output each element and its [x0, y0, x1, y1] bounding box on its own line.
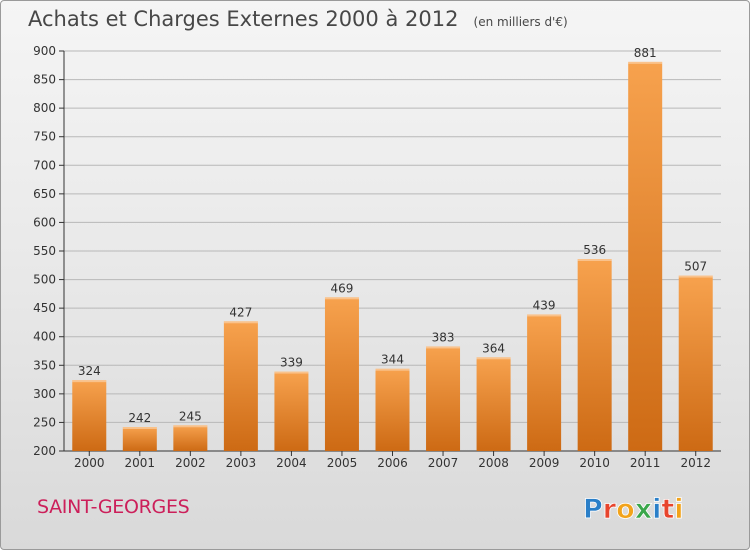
data-label: 324: [78, 364, 101, 378]
bar-highlight: [628, 61, 663, 64]
data-label: 383: [432, 330, 455, 344]
x-tick-label: 2012: [680, 456, 711, 470]
y-tick-label: 850: [33, 73, 56, 87]
y-tick-label: 800: [33, 101, 56, 115]
bar: [173, 425, 208, 451]
data-label: 881: [634, 46, 657, 60]
data-label: 242: [128, 411, 151, 425]
x-tick-label: 2009: [529, 456, 560, 470]
bar-highlight: [476, 357, 511, 360]
title-row: Achats et Charges Externes 2000 à 2012 (…: [28, 7, 568, 31]
bar-highlight: [678, 275, 713, 278]
y-tick-label: 400: [33, 330, 56, 344]
bar: [577, 259, 612, 451]
x-tick-label: 2010: [579, 456, 610, 470]
y-tick-label: 300: [33, 387, 56, 401]
y-tick-label: 200: [33, 444, 56, 458]
x-tick-label: 2011: [630, 456, 661, 470]
y-tick-label: 750: [33, 130, 56, 144]
data-label: 427: [229, 305, 252, 319]
y-tick-label: 350: [33, 358, 56, 372]
x-tick-label: 2004: [276, 456, 307, 470]
proxiti-logo: Proxiti: [583, 494, 684, 526]
data-label: 469: [331, 281, 354, 295]
place-name: SAINT-GEORGES: [37, 496, 190, 518]
y-tick-label: 900: [33, 44, 56, 58]
x-tick-label: 2002: [175, 456, 206, 470]
bar-highlight: [72, 380, 107, 383]
x-tick-label: 2003: [226, 456, 257, 470]
x-tick-label: 2007: [428, 456, 459, 470]
bar: [274, 371, 309, 451]
y-tick-label: 600: [33, 215, 56, 229]
bar: [72, 380, 107, 451]
bar-highlight: [173, 425, 208, 428]
bar-highlight: [527, 314, 562, 317]
svg-text:Proxiti: Proxiti: [583, 494, 684, 525]
bar-highlight: [375, 368, 410, 371]
bar-highlight: [426, 346, 461, 349]
data-label: 364: [482, 341, 505, 355]
bar: [476, 357, 511, 451]
bar: [527, 314, 562, 451]
y-tick-label: 250: [33, 415, 56, 429]
x-tick-label: 2000: [74, 456, 105, 470]
data-label: 536: [583, 243, 606, 257]
bar: [223, 321, 258, 451]
x-tick-label: 2005: [327, 456, 358, 470]
data-label: 339: [280, 356, 303, 370]
bar: [628, 61, 663, 451]
bar: [678, 275, 713, 451]
x-tick-label: 2006: [377, 456, 408, 470]
chart-unit: (en milliers d'€): [473, 15, 568, 29]
bar: [426, 346, 461, 451]
x-tick-label: 2008: [478, 456, 509, 470]
y-tick-label: 700: [33, 158, 56, 172]
bar-highlight: [577, 259, 612, 261]
bar-highlight: [223, 321, 258, 324]
bars: [72, 61, 713, 451]
y-tick-label: 550: [33, 244, 56, 258]
y-tick-label: 450: [33, 301, 56, 315]
data-label: 344: [381, 353, 404, 367]
data-label: 245: [179, 409, 202, 423]
bar: [375, 368, 410, 451]
y-tick-label: 500: [33, 273, 56, 287]
labels: 200 250 300 350 400 450 500 550 600 650 700 750 800 8…: [33, 44, 711, 470]
x-tick-label: 2001: [125, 456, 156, 470]
data-label: 439: [533, 298, 556, 312]
chart-title: Achats et Charges Externes 2000 à 2012: [28, 7, 459, 31]
bar-highlight: [324, 297, 359, 300]
bar-highlight: [274, 371, 309, 374]
bar: [122, 427, 157, 451]
bar: [324, 297, 359, 451]
data-label: 507: [684, 260, 707, 274]
bar-highlight: [122, 427, 157, 429]
y-tick-label: 650: [33, 187, 56, 201]
